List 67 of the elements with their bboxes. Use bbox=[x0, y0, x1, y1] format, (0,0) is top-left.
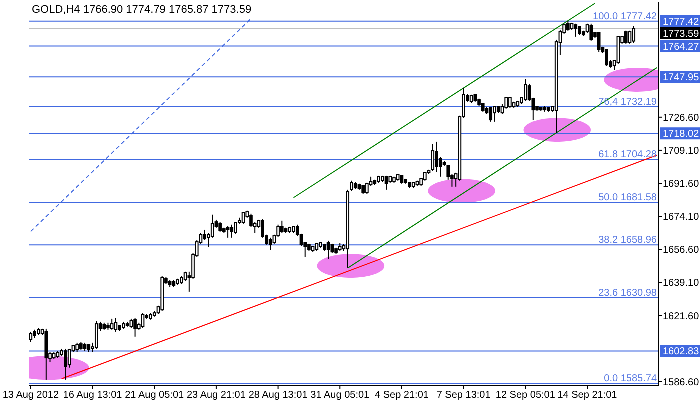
candlestick bbox=[184, 271, 188, 282]
ref-line-label: 1718.02 bbox=[663, 129, 700, 140]
annotation: 100.0 1777.42 bbox=[593, 11, 658, 22]
candlestick bbox=[524, 78, 528, 102]
candlestick bbox=[226, 226, 230, 238]
candlestick bbox=[234, 222, 238, 234]
candlestick bbox=[632, 26, 636, 44]
y-tick-label: 1639.10 bbox=[663, 278, 700, 290]
candlestick bbox=[590, 23, 594, 42]
y-tick-label: 1586.60 bbox=[663, 377, 700, 388]
x-tick-label: 13 Aug 2012 bbox=[2, 390, 60, 402]
x-tick-label: 21 Aug 05:01 bbox=[125, 390, 185, 402]
candlestick bbox=[566, 20, 570, 32]
candlestick bbox=[578, 25, 582, 36]
x-tick-label: 4 Sep 21:01 bbox=[375, 390, 430, 402]
x-tick-label: 16 Aug 13:01 bbox=[63, 390, 123, 402]
x-tick-label: 7 Sep 13:01 bbox=[436, 390, 492, 402]
candlestick bbox=[493, 106, 496, 122]
candlestick bbox=[624, 30, 628, 44]
candlestick bbox=[431, 144, 435, 172]
candlestick bbox=[110, 318, 114, 330]
ref-line-label: 1602.83 bbox=[663, 346, 700, 358]
x-tick-label: 23 Aug 21:01 bbox=[186, 390, 246, 402]
candlestick bbox=[508, 96, 512, 108]
ref-line-label: 1773.59 bbox=[663, 28, 700, 40]
candlestick bbox=[134, 318, 137, 338]
y-tick-label: 1691.60 bbox=[663, 179, 700, 190]
candlestick bbox=[230, 224, 234, 238]
candlestick bbox=[130, 318, 134, 329]
annotation: 50.0 1681.58 bbox=[598, 192, 658, 204]
candlestick bbox=[280, 220, 284, 234]
y-tick-label: 1726.60 bbox=[663, 112, 700, 124]
candlestick bbox=[114, 318, 118, 332]
candlestick bbox=[605, 48, 608, 67]
candlestick bbox=[628, 30, 632, 44]
candlestick bbox=[597, 32, 601, 53]
candlestick bbox=[64, 348, 68, 380]
candlestick bbox=[210, 214, 214, 238]
chart-title: GOLD,H4 1766.90 1774.79 1765.87 1773.59 bbox=[32, 4, 252, 16]
y-tick-label: 1621.60 bbox=[663, 311, 700, 322]
ref-line-label: 1747.95 bbox=[663, 72, 700, 84]
candlestick bbox=[29, 331, 33, 342]
candlestick bbox=[384, 175, 388, 190]
ref-line-label: 1764.27 bbox=[663, 42, 700, 53]
candlestick bbox=[242, 212, 246, 224]
candlestick bbox=[362, 184, 365, 195]
x-tick-label: 28 Aug 13:01 bbox=[248, 390, 308, 402]
candlestick bbox=[574, 23, 578, 38]
annotation: 38.2 1658.96 bbox=[598, 235, 658, 246]
annotation: 0.0 1585.74 bbox=[604, 373, 658, 384]
x-tick-label: 14 Sep 21:01 bbox=[558, 390, 618, 402]
candlestick bbox=[94, 320, 98, 350]
candlestick bbox=[268, 237, 272, 251]
candlestick bbox=[326, 240, 330, 260]
candlestick bbox=[489, 106, 493, 122]
candlestick bbox=[68, 348, 72, 368]
annotation: 61.8 1704.28 bbox=[598, 150, 658, 161]
candlestick bbox=[218, 222, 222, 232]
candlestick bbox=[141, 312, 145, 329]
y-tick-label: 1709.10 bbox=[663, 146, 700, 158]
y-tick-label: 1674.10 bbox=[663, 212, 700, 224]
candlestick bbox=[76, 342, 79, 352]
x-tick-label: 31 Aug 05:01 bbox=[310, 390, 370, 402]
x-tick-label: 12 Sep 05:01 bbox=[496, 390, 556, 402]
ref-line-label: 1777.42 bbox=[663, 16, 700, 28]
annotation: 23.6 1630.98 bbox=[598, 288, 658, 300]
y-tick-label: 1656.60 bbox=[663, 245, 700, 256]
